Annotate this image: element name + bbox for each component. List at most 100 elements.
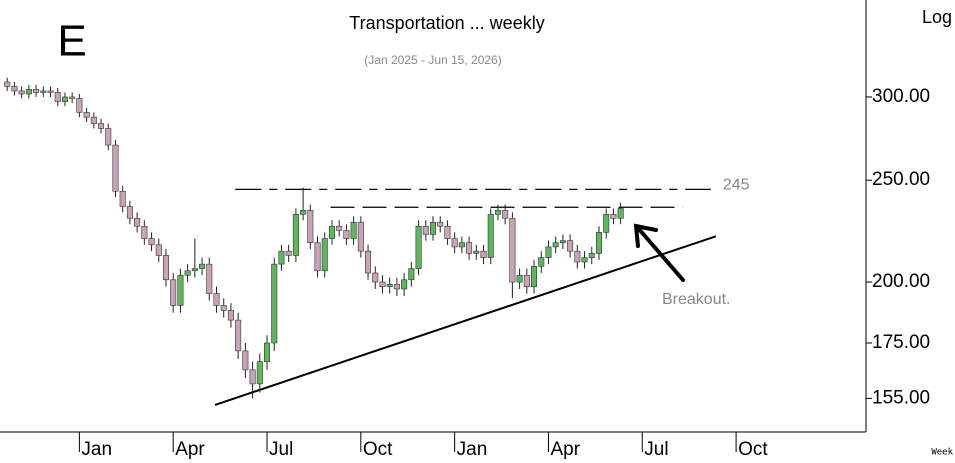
candle-body [18,90,25,95]
candle-body [314,242,321,272]
candle-body [206,263,213,294]
arrow-head [633,223,658,248]
candle-body [415,225,422,269]
candle-body [502,210,509,219]
candle-body [588,253,595,258]
candle-body [256,361,263,385]
candle-body [271,263,278,344]
annotation: Breakout. [662,291,730,308]
candle-body [328,225,335,239]
candle-body [292,213,299,256]
candle-body [487,213,494,258]
candle-body [278,250,285,265]
candle-body [494,210,501,215]
candle-body [401,279,408,290]
scale-label: Log [922,7,952,27]
candle-body [184,270,191,276]
x-tick-label: Jul [644,439,668,460]
y-tick-label: 175.00 [872,332,930,353]
candle-body [509,217,516,283]
candle-body [119,190,126,207]
candle-body [603,213,610,233]
chart-subtitle: (Jan 2025 - Jun 15, 2026) [364,53,501,67]
candle-body [155,244,162,256]
x-tick-label: Jan [81,439,112,460]
candle-body [227,309,234,321]
candle-body [336,225,343,231]
candle-body [177,274,184,306]
candle-body [516,274,523,283]
candle-body [105,128,112,146]
candle-body [199,263,206,269]
candle-body [473,250,480,254]
candle-body [408,268,415,281]
candle-body [437,221,444,227]
candle-body [285,250,292,256]
candle-body [141,225,148,239]
candle-body [54,92,61,102]
candle-body [531,266,538,287]
x-tick-label: Oct [738,439,768,460]
y-tick-label: 200.00 [872,271,930,292]
x-tick-label: Oct [363,439,393,460]
candle-body [552,242,559,248]
candle-body [40,90,47,93]
candle-body [386,284,393,287]
candle-body [343,230,350,239]
chart-letter: E [57,17,86,66]
candle-body [47,90,54,93]
x-tick-label: Jan [457,439,488,460]
candle-body [574,250,581,263]
candle-body [112,144,119,192]
candle-body [610,213,617,219]
candle-body [444,225,451,239]
candle-body [617,208,624,219]
candle-body [307,210,314,244]
candle-body [11,86,18,92]
candle-body [148,238,155,246]
candle-body [33,89,40,93]
x-tick-label: Apr [550,439,580,460]
trendline [214,235,717,406]
period-label: Week [931,448,953,458]
candle-body [567,240,574,252]
candle-body [4,81,11,87]
candle-body [69,96,76,99]
candle-body [365,250,372,274]
y-tick-label: 250.00 [872,169,930,190]
candle-body [321,238,328,272]
arrow [633,223,685,282]
candle-body [581,257,588,263]
candle-body [170,279,177,306]
candle-body [162,255,169,281]
candle-body [264,342,271,362]
candle-body [300,210,307,215]
candle-body [249,369,256,385]
candle-body [357,221,364,252]
candle-body [422,225,429,235]
candle-body [242,350,249,371]
candle-body [61,96,68,102]
y-tick-label: 300.00 [872,86,930,107]
candle-body [90,116,97,124]
candle-body [76,98,83,113]
y-tick-label: 155.00 [872,387,930,408]
candle-body [235,319,242,352]
candle-body [393,284,400,290]
x-tick-label: Apr [175,439,205,460]
candle-body [83,112,90,118]
candle-body [538,257,545,267]
candle-body [220,305,227,311]
candle-body [466,242,473,254]
candle-body [126,206,133,219]
candle-body [595,232,602,254]
candle-body [213,293,220,306]
candle-body [350,221,357,239]
line-label: 245 [723,177,750,194]
candle-body [98,123,105,129]
candle-body [25,89,32,95]
x-tick-label: Jul [269,439,293,460]
candle-body [480,250,487,258]
candle-body [545,246,552,258]
